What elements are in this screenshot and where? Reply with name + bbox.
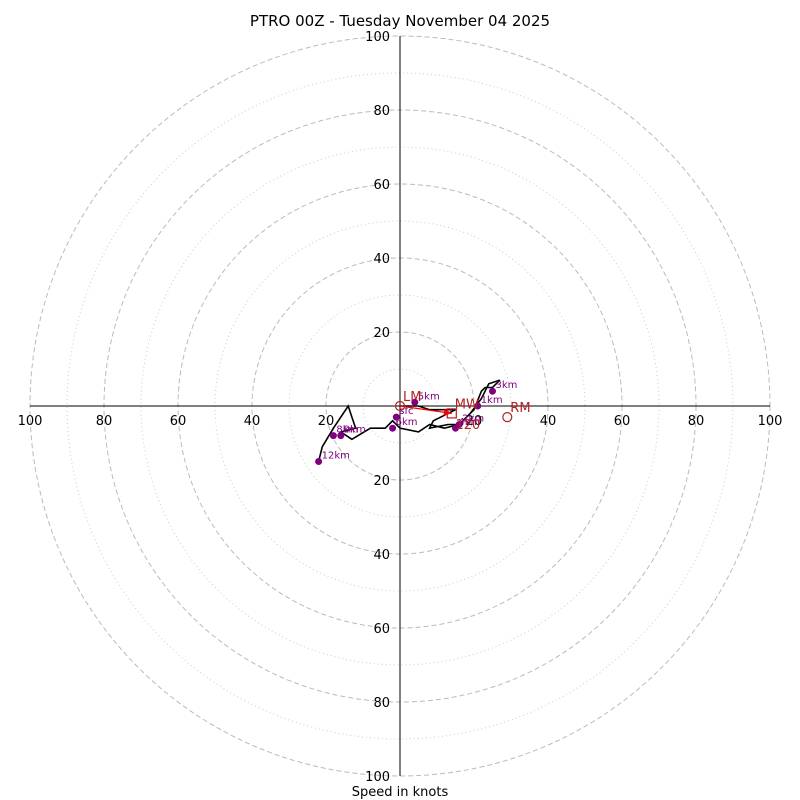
height-label-9km: 9km [344,425,366,436]
tick-left-20: 20 [318,414,335,429]
tick-right-20: 20 [466,414,483,429]
storm-motion-marker-lm [394,400,406,412]
storm-motions: RM LM MW [394,390,531,423]
tick-right-100: 100 [758,414,783,429]
height-label-8km: 8km [336,425,358,436]
storm-motion-marker-rm [502,412,513,423]
tick-left-80: 80 [96,414,113,429]
storm-motion-marker-mw [446,408,457,419]
height-marker-3km [489,387,496,395]
tick-bottom-20: 20 [373,474,390,489]
height-marker-1km [474,402,482,410]
tick-left-60: 60 [170,414,187,429]
height-marker-9km [337,432,345,440]
tick-top-60: 60 [373,178,390,193]
storm-motion-label-lm: LM [403,390,421,405]
tick-left-40: 40 [244,414,261,429]
tick-bottom-60: 60 [373,622,390,637]
tick-bottom-40: 40 [373,548,390,563]
storm-motion-label-mw: MW [455,397,479,412]
tick-labels: 100 80 60 40 20 20 40 60 80 100 100 80 60 40 20 20 40 60 8… [18,30,783,785]
tick-bottom-100: 100 [365,770,390,785]
height-marker-4km [452,424,459,432]
height-label-sfc: sfc [399,406,413,417]
height-marker-sfc [392,413,400,421]
height-marker-8km [329,432,337,440]
storm-motion-label-rm: RM [510,401,530,416]
tick-top-20: 20 [373,326,390,341]
tick-right-40: 40 [540,414,557,429]
tick-bottom-80: 80 [373,696,390,711]
height-label-12km: 12km [322,451,350,462]
height-label-3km: 3km [496,380,518,391]
tick-left-100: 100 [18,414,43,429]
tick-top-40: 40 [373,252,390,267]
height-label-2km: 2km [462,414,484,425]
chart-title: PTRO 00Z - Tuesday November 04 2025 [250,12,550,30]
tick-right-80: 80 [688,414,705,429]
height-marker-12km [315,458,323,465]
height-marker-6km [389,424,397,432]
tick-right-60: 60 [614,414,631,429]
overlay-label: 120 [456,418,481,433]
x-axis-label: Speed in knots [352,785,449,800]
height-label-4km: 4km [459,417,481,428]
height-label-5km: 5km [418,391,440,402]
height-label-6km: 6km [396,417,418,428]
shear-vector-line [399,405,452,415]
tick-top-100: 100 [365,30,390,45]
height-label-1km: 1km [481,395,503,406]
tick-top-80: 80 [373,104,390,119]
height-marker-5km [411,398,419,406]
